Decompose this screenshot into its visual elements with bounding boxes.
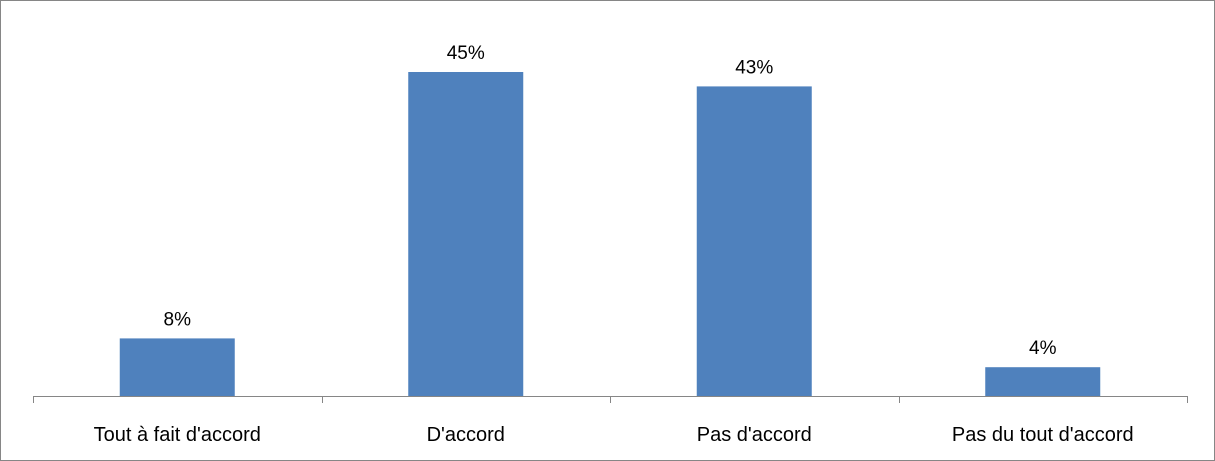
x-tick-label-pas-du-tout-d-accord: Pas du tout d'accord: [952, 424, 1134, 446]
x-tick-labels-group: Tout à fait d'accord D'accord Pas d'accord…: [94, 424, 1134, 446]
x-tick-label-pas-d-accord: Pas d'accord: [697, 424, 812, 446]
bar-tout-a-fait-d-accord: [119, 338, 235, 396]
data-label-d-accord: 45%: [447, 43, 485, 64]
x-tick-label-d-accord: D'accord: [427, 424, 505, 446]
bar-d-accord: [408, 72, 524, 396]
data-labels-group: 8% 45% 43% 4%: [164, 43, 1057, 359]
data-label-pas-d-accord: 43%: [735, 57, 773, 78]
x-axis: [33, 396, 1188, 403]
data-label-pas-du-tout-d-accord: 4%: [1029, 338, 1057, 359]
x-tick-label-tout-a-fait-d-accord: Tout à fait d'accord: [94, 424, 261, 446]
data-label-tout-a-fait-d-accord: 8%: [164, 309, 192, 330]
bar-pas-du-tout-d-accord: [985, 367, 1101, 396]
bars-group: [119, 72, 1101, 397]
bar-pas-d-accord: [696, 86, 812, 397]
